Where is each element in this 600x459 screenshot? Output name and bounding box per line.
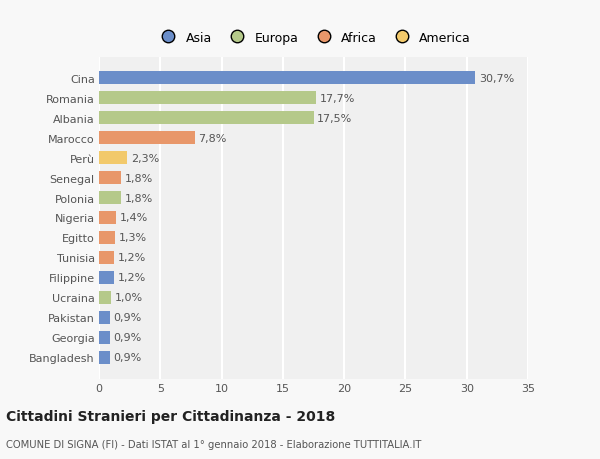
Bar <box>99 112 314 125</box>
Text: Cittadini Stranieri per Cittadinanza - 2018: Cittadini Stranieri per Cittadinanza - 2… <box>6 409 335 423</box>
Bar <box>99 191 121 205</box>
Bar <box>99 231 115 245</box>
Text: 0,9%: 0,9% <box>114 333 142 342</box>
Text: 7,8%: 7,8% <box>198 133 227 143</box>
Text: 1,8%: 1,8% <box>125 193 153 203</box>
Bar <box>99 351 110 364</box>
Text: 2,3%: 2,3% <box>131 153 159 163</box>
Bar <box>99 152 127 165</box>
Bar <box>99 212 116 224</box>
Text: 0,9%: 0,9% <box>114 353 142 363</box>
Text: 1,2%: 1,2% <box>118 273 146 283</box>
Bar <box>99 172 121 185</box>
Text: 30,7%: 30,7% <box>479 73 514 84</box>
Text: 1,2%: 1,2% <box>118 253 146 263</box>
Text: 17,7%: 17,7% <box>320 94 355 103</box>
Text: 1,4%: 1,4% <box>120 213 148 223</box>
Text: 0,9%: 0,9% <box>114 313 142 323</box>
Text: 17,5%: 17,5% <box>317 113 352 123</box>
Text: 1,8%: 1,8% <box>125 173 153 183</box>
Text: 1,0%: 1,0% <box>115 293 143 303</box>
Bar <box>99 271 114 284</box>
Text: COMUNE DI SIGNA (FI) - Dati ISTAT al 1° gennaio 2018 - Elaborazione TUTTITALIA.I: COMUNE DI SIGNA (FI) - Dati ISTAT al 1° … <box>6 440 421 449</box>
Text: 1,3%: 1,3% <box>119 233 147 243</box>
Bar <box>99 291 111 304</box>
Bar <box>99 132 194 145</box>
Bar <box>99 72 475 85</box>
Bar <box>99 311 110 324</box>
Bar <box>99 331 110 344</box>
Legend: Asia, Europa, Africa, America: Asia, Europa, Africa, America <box>156 32 471 45</box>
Bar <box>99 92 316 105</box>
Bar <box>99 252 114 264</box>
